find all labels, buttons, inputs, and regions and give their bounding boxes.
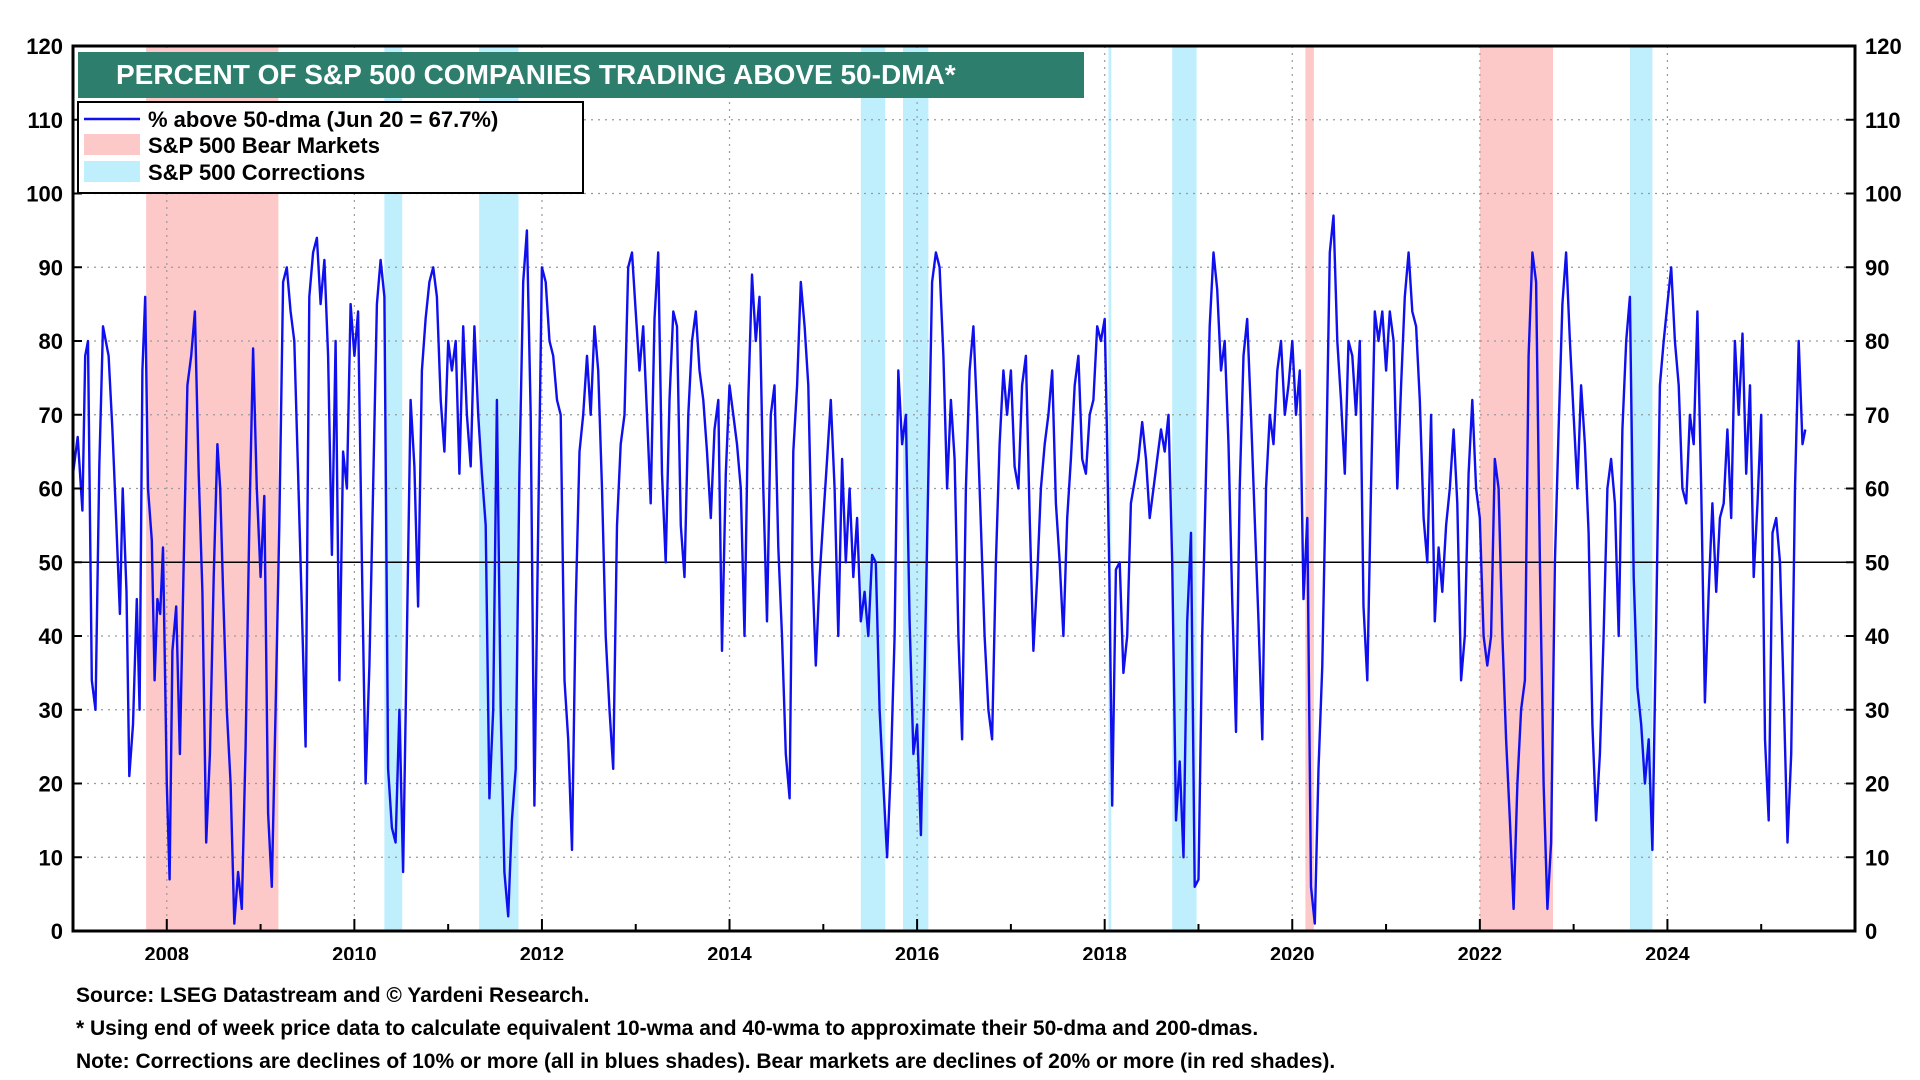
- legend: % above 50-dma (Jun 20 = 67.7%) S&P 500 …: [77, 101, 584, 194]
- chart-svg: 0 10 20 30 40 50 60 70 80 90 100 110 120 0 10 20 30 40 50…: [26, 34, 1902, 966]
- legend-label-correction: S&P 500 Corrections: [148, 160, 365, 185]
- y-left-tick-label: 100: [26, 182, 63, 207]
- x-tick-label: 2022: [1458, 944, 1503, 960]
- y-right-tick-label: 110: [1865, 108, 1901, 133]
- chart-title-box: PERCENT OF S&P 500 COMPANIES TRADING ABO…: [78, 52, 1084, 98]
- y-left-tick-label: 110: [28, 108, 64, 133]
- y-left-tick-label: 90: [39, 255, 63, 280]
- bear-market-band-1: [1305, 46, 1314, 931]
- chart-title: PERCENT OF S&P 500 COMPANIES TRADING ABO…: [116, 59, 956, 90]
- y-right-tick-label: 0: [1865, 919, 1877, 944]
- legend-bear-swatch: [84, 134, 140, 155]
- x-tick-label: 2024: [1645, 944, 1690, 960]
- footer-note-2: Note: Corrections are declines of 10% or…: [76, 1050, 1336, 1073]
- series-line: [71, 214, 1807, 925]
- y-right-tick-label: 100: [1865, 182, 1902, 207]
- y-right-tick-label: 60: [1865, 477, 1889, 502]
- y-axis-right: 0 10 20 30 40 50 60 70 80 90 100 110 120: [1846, 34, 1902, 944]
- y-right-tick-label: 90: [1865, 255, 1889, 280]
- x-tick-label: 2010: [332, 944, 377, 960]
- y-left-tick-label: 40: [39, 624, 63, 649]
- x-tick-label: 2012: [520, 944, 565, 960]
- x-tick-label: 2018: [1082, 944, 1127, 960]
- legend-label-bear: S&P 500 Bear Markets: [148, 133, 380, 158]
- y-right-tick-label: 40: [1865, 624, 1889, 649]
- y-left-tick-label: 20: [39, 772, 63, 797]
- x-tick-label: 2008: [145, 944, 190, 960]
- y-right-tick-label: 10: [1865, 845, 1889, 870]
- y-left-tick-label: 70: [39, 403, 63, 428]
- y-left-tick-label: 80: [39, 329, 63, 354]
- y-left-tick-label: 0: [51, 919, 63, 944]
- legend-correction-swatch: [84, 161, 140, 182]
- y-axis-left: 0 10 20 30 40 50 60 70 80 90 100 110 120: [26, 34, 82, 944]
- legend-label-series: % above 50-dma (Jun 20 = 67.7%): [148, 107, 498, 132]
- y-right-tick-label: 70: [1865, 403, 1889, 428]
- y-left-tick-label: 10: [39, 845, 63, 870]
- footer-source: Source: LSEG Datastream and © Yardeni Re…: [76, 984, 590, 1007]
- y-right-tick-label: 80: [1865, 329, 1889, 354]
- y-left-tick-label: 30: [39, 698, 63, 723]
- y-left-tick-label: 120: [26, 34, 63, 59]
- y-left-tick-label: 50: [39, 550, 63, 575]
- x-tick-label: 2016: [895, 944, 940, 960]
- footer-note-1: * Using end of week price data to calcul…: [76, 1017, 1259, 1040]
- x-tick-label: 2020: [1270, 944, 1315, 960]
- y-right-tick-label: 30: [1865, 698, 1889, 723]
- y-left-tick-label: 60: [39, 477, 63, 502]
- x-tick-label: 2014: [707, 944, 752, 960]
- x-axis: 2008 2010 2012 2014 2016 2018 2020 2022 2024: [72, 919, 1856, 966]
- y-right-tick-label: 50: [1865, 550, 1889, 575]
- y-right-tick-label: 120: [1865, 34, 1902, 59]
- y-right-tick-label: 20: [1865, 772, 1889, 797]
